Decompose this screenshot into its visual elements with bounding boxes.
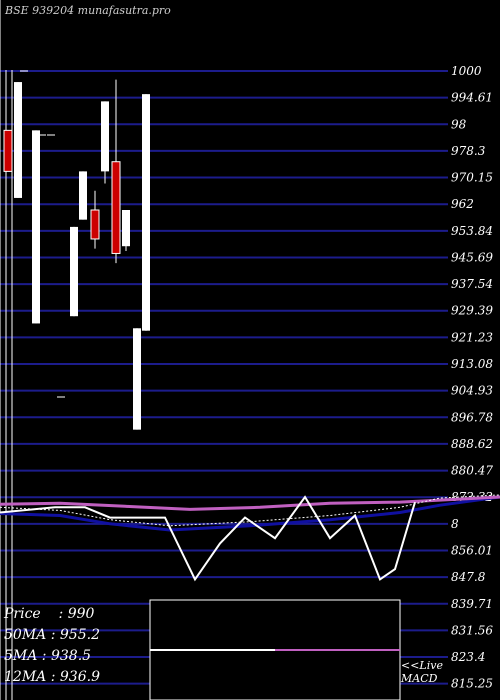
price-axis-label: 913.08 [451, 357, 493, 371]
price-axis-label: 839.71 [451, 597, 493, 611]
stat-price-value: 990 [67, 606, 95, 622]
price-axis-label: 921.23 [451, 330, 493, 344]
stat-50ma-label: 50MA [4, 627, 47, 643]
macd-label[interactable]: <<Live MACD [401, 659, 443, 685]
candle-up [122, 210, 130, 247]
candle-up [70, 226, 78, 317]
candle-down [3, 129, 13, 172]
macd-live-link[interactable]: <<Live [401, 659, 443, 672]
stat-50ma-value: 955.2 [59, 627, 100, 643]
price-axis-label: 880.47 [451, 464, 493, 478]
stat-price-label: Price [4, 606, 41, 622]
candle-up [133, 328, 141, 430]
ma-blue-line [0, 495, 500, 532]
price-axis-label: 937.54 [451, 277, 493, 291]
price-axis-label: 815.25 [451, 677, 493, 691]
stat-12ma: 12MA : 936.9 [4, 669, 100, 685]
price-axis-label: 98 [451, 117, 467, 131]
stats-panel: Price : 990 50MA : 955.2 5MA : 938.5 12M… [4, 604, 100, 688]
price-axis-label: 945.69 [451, 250, 493, 264]
stat-5ma: 5MA : 938.5 [4, 648, 92, 664]
price-axis-label: 896.78 [451, 410, 493, 424]
stat-12ma-label: 12MA [4, 669, 47, 685]
stat-5ma-value: 938.5 [50, 648, 92, 664]
price-axis-label: 962 [451, 197, 474, 211]
price-axis-label: 831.56 [451, 623, 493, 637]
chart-header: BSE 939204 munafasutra.pro [5, 4, 171, 17]
price-axis-label: 8 [451, 517, 459, 531]
candle-down [111, 161, 121, 254]
price-axis-label: 953.84 [451, 224, 493, 238]
stat-5ma-label: 5MA [4, 648, 38, 664]
price-axis-label: 823.4 [451, 650, 485, 664]
ma-dotted-line [0, 494, 500, 527]
price-axis-label: 888.62 [451, 437, 493, 451]
stat-12ma-value: 936.9 [59, 669, 100, 685]
macd-title: MACD [401, 672, 438, 685]
ma-white-line [0, 495, 416, 582]
price-axis-label: 929.39 [451, 304, 493, 318]
price-axis-label: 847.8 [451, 570, 486, 584]
candle-up [79, 171, 87, 220]
price-axis-label: 978.3 [451, 144, 486, 158]
candle-up [14, 82, 22, 198]
price-axis-label: 904.93 [451, 384, 493, 398]
candle-up [142, 94, 150, 331]
stat-50ma: 50MA : 955.2 [4, 627, 100, 643]
candle-up [101, 101, 109, 172]
stat-price: Price : 990 [4, 606, 95, 622]
price-axis-label: 856.01 [451, 543, 493, 557]
price-axis-label: 1000 [451, 64, 482, 78]
price-axis-label: 970.15 [451, 171, 493, 185]
candle-down [90, 209, 100, 240]
candle-up [32, 130, 40, 324]
price-axis-label: 994.61 [451, 91, 493, 105]
